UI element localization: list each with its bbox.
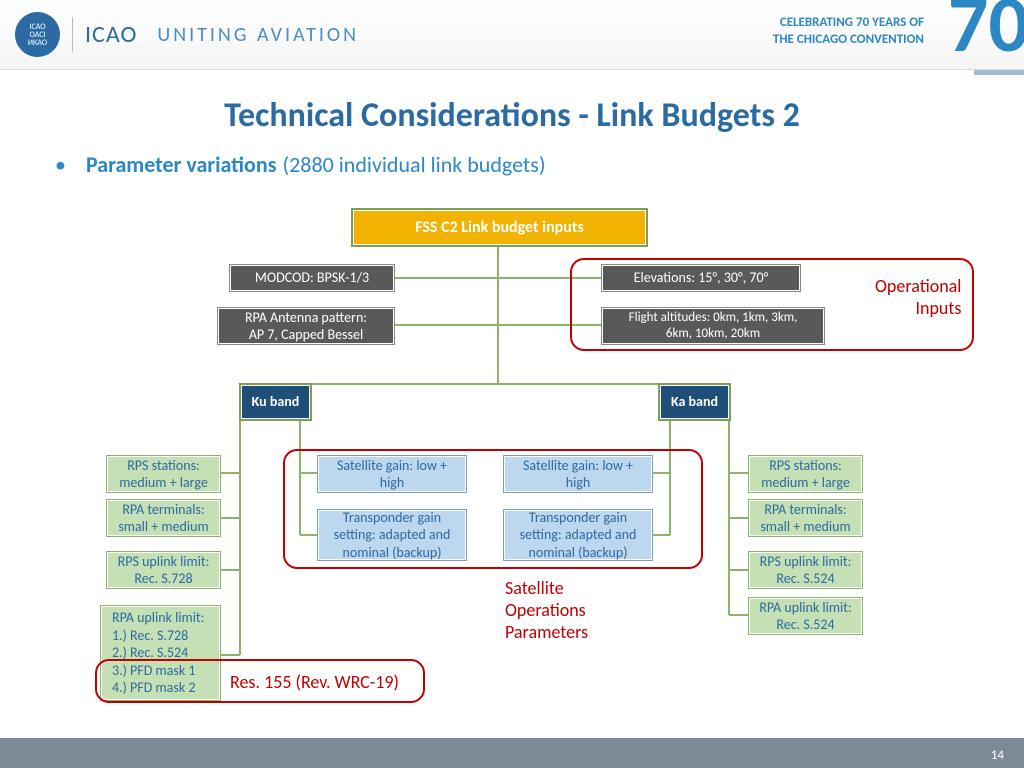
node-elevations: Elevations: 15°, 30°, 70° bbox=[602, 265, 800, 291]
icao-logo: ICAOOACIИКАО bbox=[15, 12, 60, 57]
node-ka-rpa-terminals: RPA terminals: small + medium bbox=[749, 500, 862, 536]
node-ku-transponder: Transponder gain setting: adapted and no… bbox=[318, 510, 466, 560]
node-ku-rpa-terminals: RPA terminals: small + medium bbox=[107, 500, 220, 536]
header-bar: ICAOOACIИКАО ICAO UNITING AVIATION CELEB… bbox=[0, 0, 1024, 70]
node-ka-rpa-uplink: RPA uplink limit: Rec. S.524 bbox=[749, 598, 862, 634]
slide-title: Technical Considerations - Link Budgets … bbox=[0, 95, 1024, 136]
node-modcod: MODCOD: BPSK-1/3 bbox=[230, 265, 394, 291]
separator bbox=[72, 17, 73, 52]
icao-text: ICAO bbox=[85, 20, 137, 49]
seventy-graphic bbox=[914, 0, 1024, 75]
node-root: FSS C2 Link budget inputs bbox=[353, 210, 646, 245]
node-ka-sat-gain: Satellite gain: low + high bbox=[504, 456, 652, 492]
node-ku-rpa-uplink: RPA uplink limit: 1.) Rec. S.728 2.) Rec… bbox=[101, 606, 220, 700]
celebrate-text: CELEBRATING 70 YEARS OF THE CHICAGO CONV… bbox=[773, 15, 924, 49]
callout-satellite-ops-label: Satellite Operations Parameters bbox=[505, 577, 588, 643]
node-rpa-antenna: RPA Antenna pattern: AP 7, Capped Bessel bbox=[218, 308, 394, 344]
footer-bar: 14 bbox=[0, 738, 1024, 768]
node-ku-rps-uplink: RPS uplink limit: Rec. S.728 bbox=[107, 552, 220, 588]
callout-operational-inputs-label: Operational Inputs bbox=[875, 275, 961, 319]
diagram-area: FSS C2 Link budget inputs MODCOD: BPSK-1… bbox=[0, 210, 1024, 728]
bullet-parameter-variations: Parameter variations (2880 individual li… bbox=[55, 151, 1024, 178]
callout-res155-label: Res. 155 (Rev. WRC-19) bbox=[230, 671, 399, 693]
celebrate-line1: CELEBRATING 70 YEARS OF bbox=[780, 15, 924, 30]
node-ka-rps-uplink: RPS uplink limit: Rec. S.524 bbox=[749, 552, 862, 588]
node-ku-sat-gain: Satellite gain: low + high bbox=[318, 456, 466, 492]
node-flight-altitudes: Flight altitudes: 0km, 1km, 3km, 6km, 10… bbox=[602, 308, 824, 344]
node-ka-transponder: Transponder gain setting: adapted and no… bbox=[504, 510, 652, 560]
bullet-bold: Parameter variations bbox=[86, 151, 277, 178]
bullet-rest: (2880 individual link budgets) bbox=[282, 151, 545, 178]
node-ka-band: Ka band bbox=[660, 385, 729, 419]
node-ka-rps-stations: RPS stations: medium + large bbox=[749, 456, 862, 492]
celebrate-line2: THE CHICAGO CONVENTION bbox=[773, 32, 924, 47]
uniting-text: UNITING AVIATION bbox=[157, 23, 359, 47]
node-ku-band: Ku band bbox=[241, 385, 310, 419]
page-number: 14 bbox=[991, 748, 1004, 763]
node-ku-rps-stations: RPS stations: medium + large bbox=[107, 456, 220, 492]
